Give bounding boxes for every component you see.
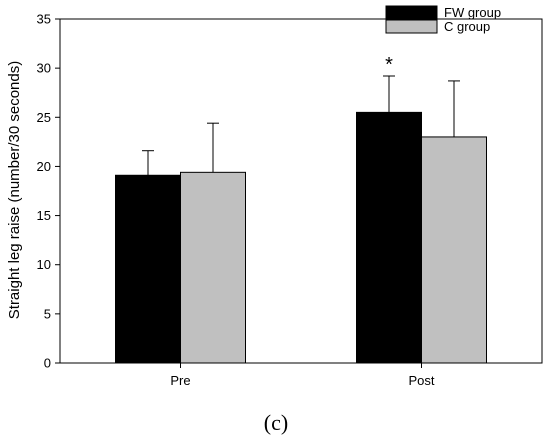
- plot-frame: [59, 18, 543, 364]
- panel-label: (c): [264, 410, 288, 435]
- y-tick-label: 5: [44, 306, 51, 321]
- legend-label: FW group: [444, 5, 501, 20]
- legend-swatch: [385, 5, 438, 20]
- legend-label: C group: [444, 19, 490, 34]
- significance-mark: *: [385, 54, 393, 76]
- x-tick-label: Pre: [170, 373, 190, 388]
- y-axis-label: Straight leg raise (number/30 seconds): [6, 61, 23, 319]
- bar: [421, 136, 487, 364]
- y-tick-label: 10: [37, 257, 51, 272]
- y-tick-label: 35: [37, 12, 51, 27]
- bar: [115, 174, 181, 364]
- x-tick-label: Post: [408, 373, 434, 388]
- legend-swatch: [385, 19, 438, 34]
- y-tick-label: 20: [37, 159, 51, 174]
- y-tick-label: 25: [37, 110, 51, 125]
- y-tick-label: 0: [44, 356, 51, 371]
- bar: [356, 111, 422, 364]
- y-tick-label: 30: [37, 61, 51, 76]
- bar: [180, 171, 246, 364]
- y-tick-label: 15: [37, 208, 51, 223]
